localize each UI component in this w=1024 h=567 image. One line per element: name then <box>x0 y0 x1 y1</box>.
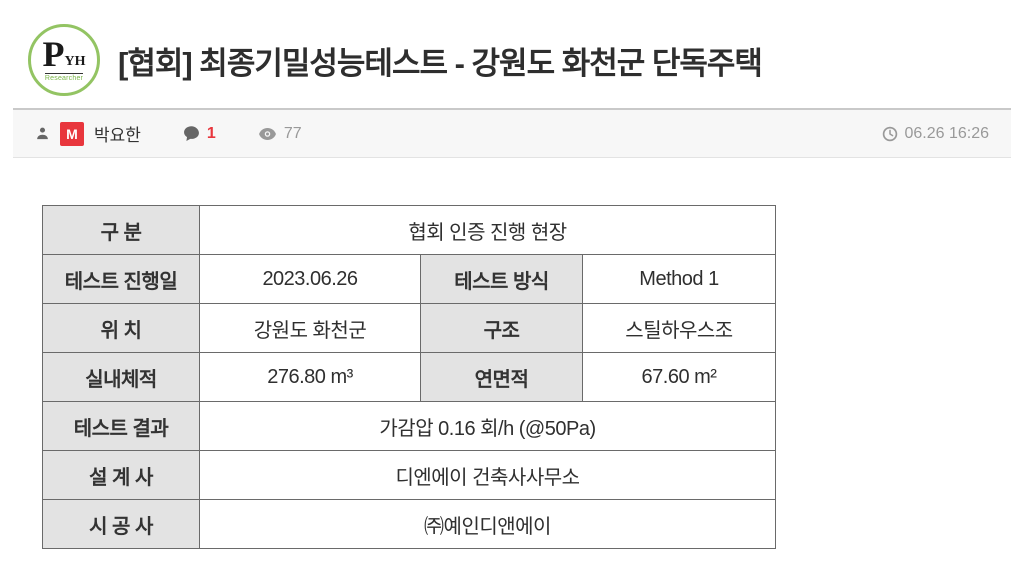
logo-divider <box>45 72 83 74</box>
author-name[interactable]: 박요한 <box>94 126 141 145</box>
row-label: 위 치 <box>42 303 200 353</box>
row-label: 테스트 결과 <box>42 401 200 451</box>
row-value: 67.60 m² <box>582 352 776 402</box>
page-title: [협회] 최종기밀성능테스트 - 강원도 화천군 단독주택 <box>118 45 763 81</box>
comment-group[interactable]: 1 <box>183 125 216 143</box>
table-row: 설 계 사 디엔에이 건축사사무소 <box>42 450 776 500</box>
comment-icon <box>183 125 200 142</box>
row-value: 가감압 0.16 회/h (@50Pa) <box>199 401 776 451</box>
person-icon <box>35 126 50 141</box>
row-value: 협회 인증 진행 현장 <box>199 205 776 255</box>
row-label: 연면적 <box>420 352 583 402</box>
row-label: 시 공 사 <box>42 499 200 549</box>
post-timestamp: 06.26 16:26 <box>904 124 989 142</box>
post-meta-bar: M 박요한 1 77 <box>13 108 1011 158</box>
test-spec-table: 구 분 협회 인증 진행 현장 테스트 진행일 2023.06.26 테스트 방… <box>42 205 776 549</box>
row-label: 테스트 진행일 <box>42 254 200 304</box>
view-count: 77 <box>283 124 302 142</box>
row-value: Method 1 <box>582 254 776 304</box>
comment-count: 1 <box>206 124 216 142</box>
table-row: 시 공 사 ㈜예인디앤에이 <box>42 499 776 549</box>
row-label: 설 계 사 <box>42 450 200 500</box>
row-label: 구 분 <box>42 205 200 255</box>
row-value: 스틸하우스조 <box>582 303 776 353</box>
logo-letter-p: P <box>42 34 65 75</box>
member-badge: M <box>60 121 84 146</box>
row-label: 테스트 방식 <box>420 254 583 304</box>
logo-letters-yh: YH <box>64 54 86 70</box>
author-logo: P YH Researcher <box>28 24 100 96</box>
logo-caption: Researcher <box>44 74 84 82</box>
clock-icon <box>882 126 898 142</box>
table-row: 실내체적 276.80 m³ 연면적 67.60 m² <box>42 352 776 402</box>
row-value: 디엔에이 건축사사무소 <box>199 450 776 500</box>
row-value: 강원도 화천군 <box>199 303 421 353</box>
row-label: 실내체적 <box>42 352 200 402</box>
row-label: 구조 <box>420 303 583 353</box>
row-value: 2023.06.26 <box>199 254 421 304</box>
row-value: ㈜예인디앤에이 <box>199 499 776 549</box>
table-row: 테스트 진행일 2023.06.26 테스트 방식 Method 1 <box>42 254 776 304</box>
table-row: 테스트 결과 가감압 0.16 회/h (@50Pa) <box>42 401 776 451</box>
row-value: 276.80 m³ <box>199 352 421 402</box>
post-header: P YH Researcher [협회] 최종기밀성능테스트 - 강원도 화천군… <box>0 0 1024 104</box>
view-group: 77 <box>258 125 302 143</box>
eye-icon <box>258 127 277 141</box>
timestamp-group: 06.26 16:26 <box>882 125 989 143</box>
table-row: 위 치 강원도 화천군 구조 스틸하우스조 <box>42 303 776 353</box>
table-row: 구 분 협회 인증 진행 현장 <box>42 205 776 255</box>
